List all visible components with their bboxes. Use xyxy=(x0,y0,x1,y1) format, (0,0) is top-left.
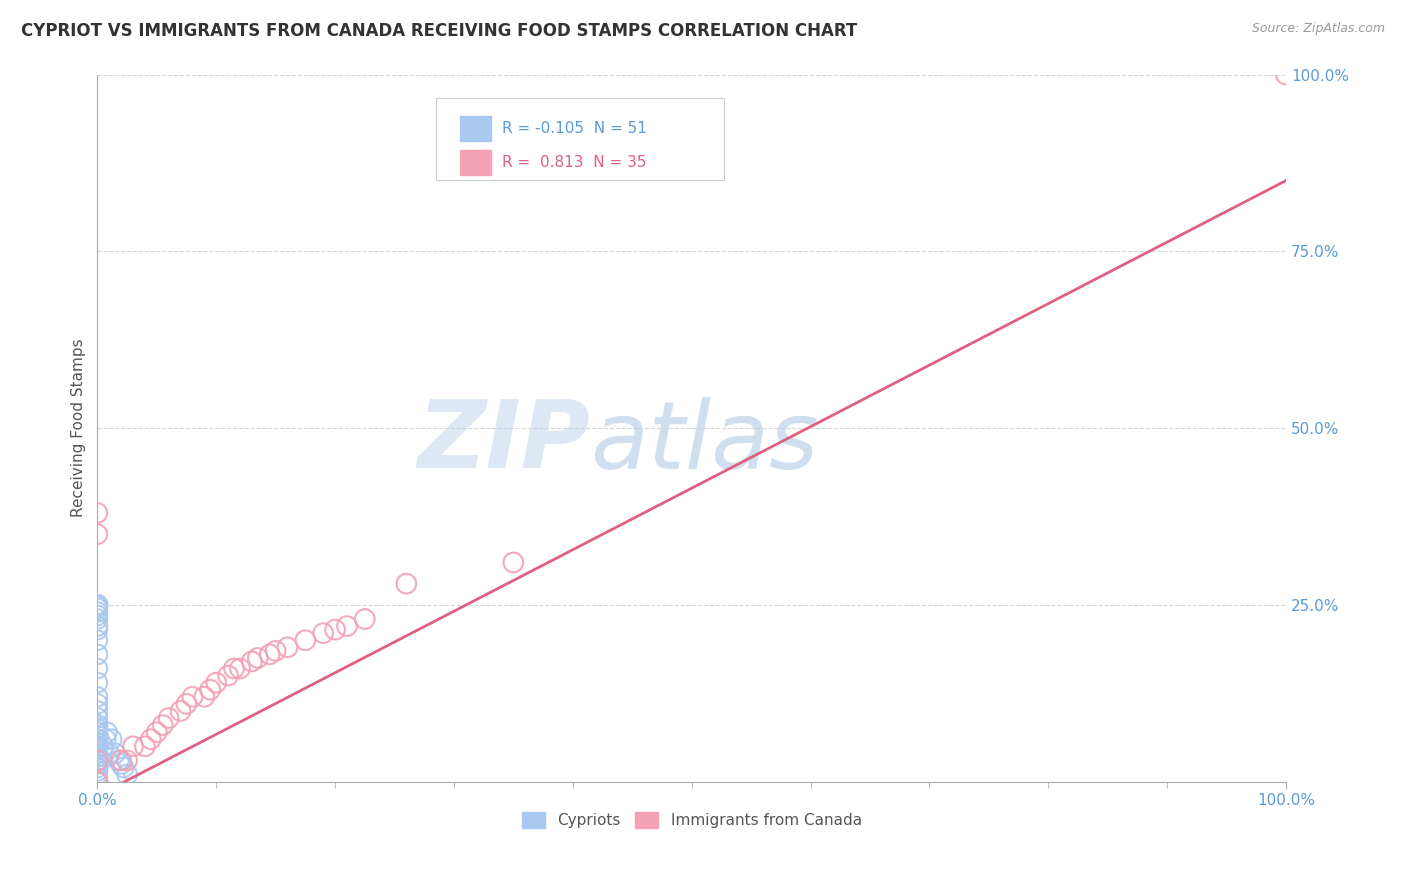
Point xyxy=(86,756,108,771)
Point xyxy=(86,612,108,626)
Point xyxy=(86,725,108,739)
Point xyxy=(86,711,108,725)
Point xyxy=(277,640,299,655)
Point xyxy=(353,612,375,626)
Point xyxy=(115,767,138,781)
Point xyxy=(294,633,316,648)
Point xyxy=(98,747,121,761)
Point xyxy=(86,718,108,732)
Point xyxy=(86,722,108,736)
Point xyxy=(86,774,108,789)
Point xyxy=(86,774,108,789)
Point xyxy=(110,756,132,771)
Point xyxy=(86,599,108,614)
Point xyxy=(176,697,198,711)
Point xyxy=(86,771,108,785)
Point xyxy=(217,668,239,682)
Point xyxy=(86,764,108,778)
Point xyxy=(107,754,129,768)
Point xyxy=(115,754,138,768)
Point xyxy=(86,527,108,541)
Point xyxy=(86,619,108,633)
Point xyxy=(1275,68,1298,82)
Point xyxy=(86,608,108,623)
Point xyxy=(152,718,174,732)
Point xyxy=(264,644,287,658)
Point xyxy=(86,704,108,718)
Point xyxy=(86,774,108,789)
Point xyxy=(205,675,228,690)
Point xyxy=(323,623,346,637)
Text: ZIP: ZIP xyxy=(418,396,591,488)
Point xyxy=(86,633,108,648)
Point xyxy=(86,675,108,690)
Text: R = -0.105  N = 51: R = -0.105 N = 51 xyxy=(502,121,647,136)
Point xyxy=(110,754,132,768)
Point xyxy=(86,774,108,789)
Point xyxy=(86,774,108,789)
Point xyxy=(139,732,162,747)
Point xyxy=(86,601,108,615)
Point xyxy=(86,736,108,750)
Point xyxy=(86,729,108,743)
Point xyxy=(86,598,108,612)
Point xyxy=(91,739,114,754)
Point xyxy=(86,623,108,637)
Point xyxy=(193,690,215,704)
Point xyxy=(86,754,108,768)
Point xyxy=(240,655,263,669)
Point xyxy=(86,767,108,781)
Point xyxy=(86,732,108,747)
Point xyxy=(336,619,359,633)
Legend: Cypriots, Immigrants from Canada: Cypriots, Immigrants from Canada xyxy=(516,805,868,834)
Point xyxy=(86,754,108,768)
Point xyxy=(86,598,108,612)
Point xyxy=(259,648,281,662)
Point xyxy=(86,750,108,764)
Point xyxy=(86,697,108,711)
Point xyxy=(86,690,108,704)
Point xyxy=(181,690,204,704)
Point xyxy=(122,739,145,754)
Point xyxy=(86,648,108,662)
Point xyxy=(222,661,245,675)
Point xyxy=(200,682,222,697)
Text: Source: ZipAtlas.com: Source: ZipAtlas.com xyxy=(1251,22,1385,36)
Point xyxy=(96,725,118,739)
Point xyxy=(169,704,191,718)
Text: CYPRIOT VS IMMIGRANTS FROM CANADA RECEIVING FOOD STAMPS CORRELATION CHART: CYPRIOT VS IMMIGRANTS FROM CANADA RECEIV… xyxy=(21,22,858,40)
Point xyxy=(104,747,127,761)
Point xyxy=(134,739,156,754)
Point xyxy=(86,774,108,789)
Point xyxy=(112,760,135,774)
Point xyxy=(229,661,252,675)
Point xyxy=(395,576,418,591)
Point xyxy=(86,774,108,789)
Point xyxy=(86,598,108,612)
Point xyxy=(100,732,122,747)
Point xyxy=(86,506,108,520)
Point xyxy=(86,605,108,619)
Text: R =  0.813  N = 35: R = 0.813 N = 35 xyxy=(502,155,647,169)
Point xyxy=(246,651,269,665)
Point xyxy=(502,556,524,570)
Point xyxy=(86,747,108,761)
Point xyxy=(94,732,117,747)
Point xyxy=(86,743,108,757)
Point xyxy=(90,754,112,768)
Point xyxy=(157,711,180,725)
Point xyxy=(312,626,335,640)
Y-axis label: Receiving Food Stamps: Receiving Food Stamps xyxy=(72,339,86,517)
Point xyxy=(86,760,108,774)
Text: atlas: atlas xyxy=(591,397,818,488)
Point xyxy=(86,661,108,675)
Point xyxy=(146,725,169,739)
Point xyxy=(86,774,108,789)
Point xyxy=(86,739,108,754)
